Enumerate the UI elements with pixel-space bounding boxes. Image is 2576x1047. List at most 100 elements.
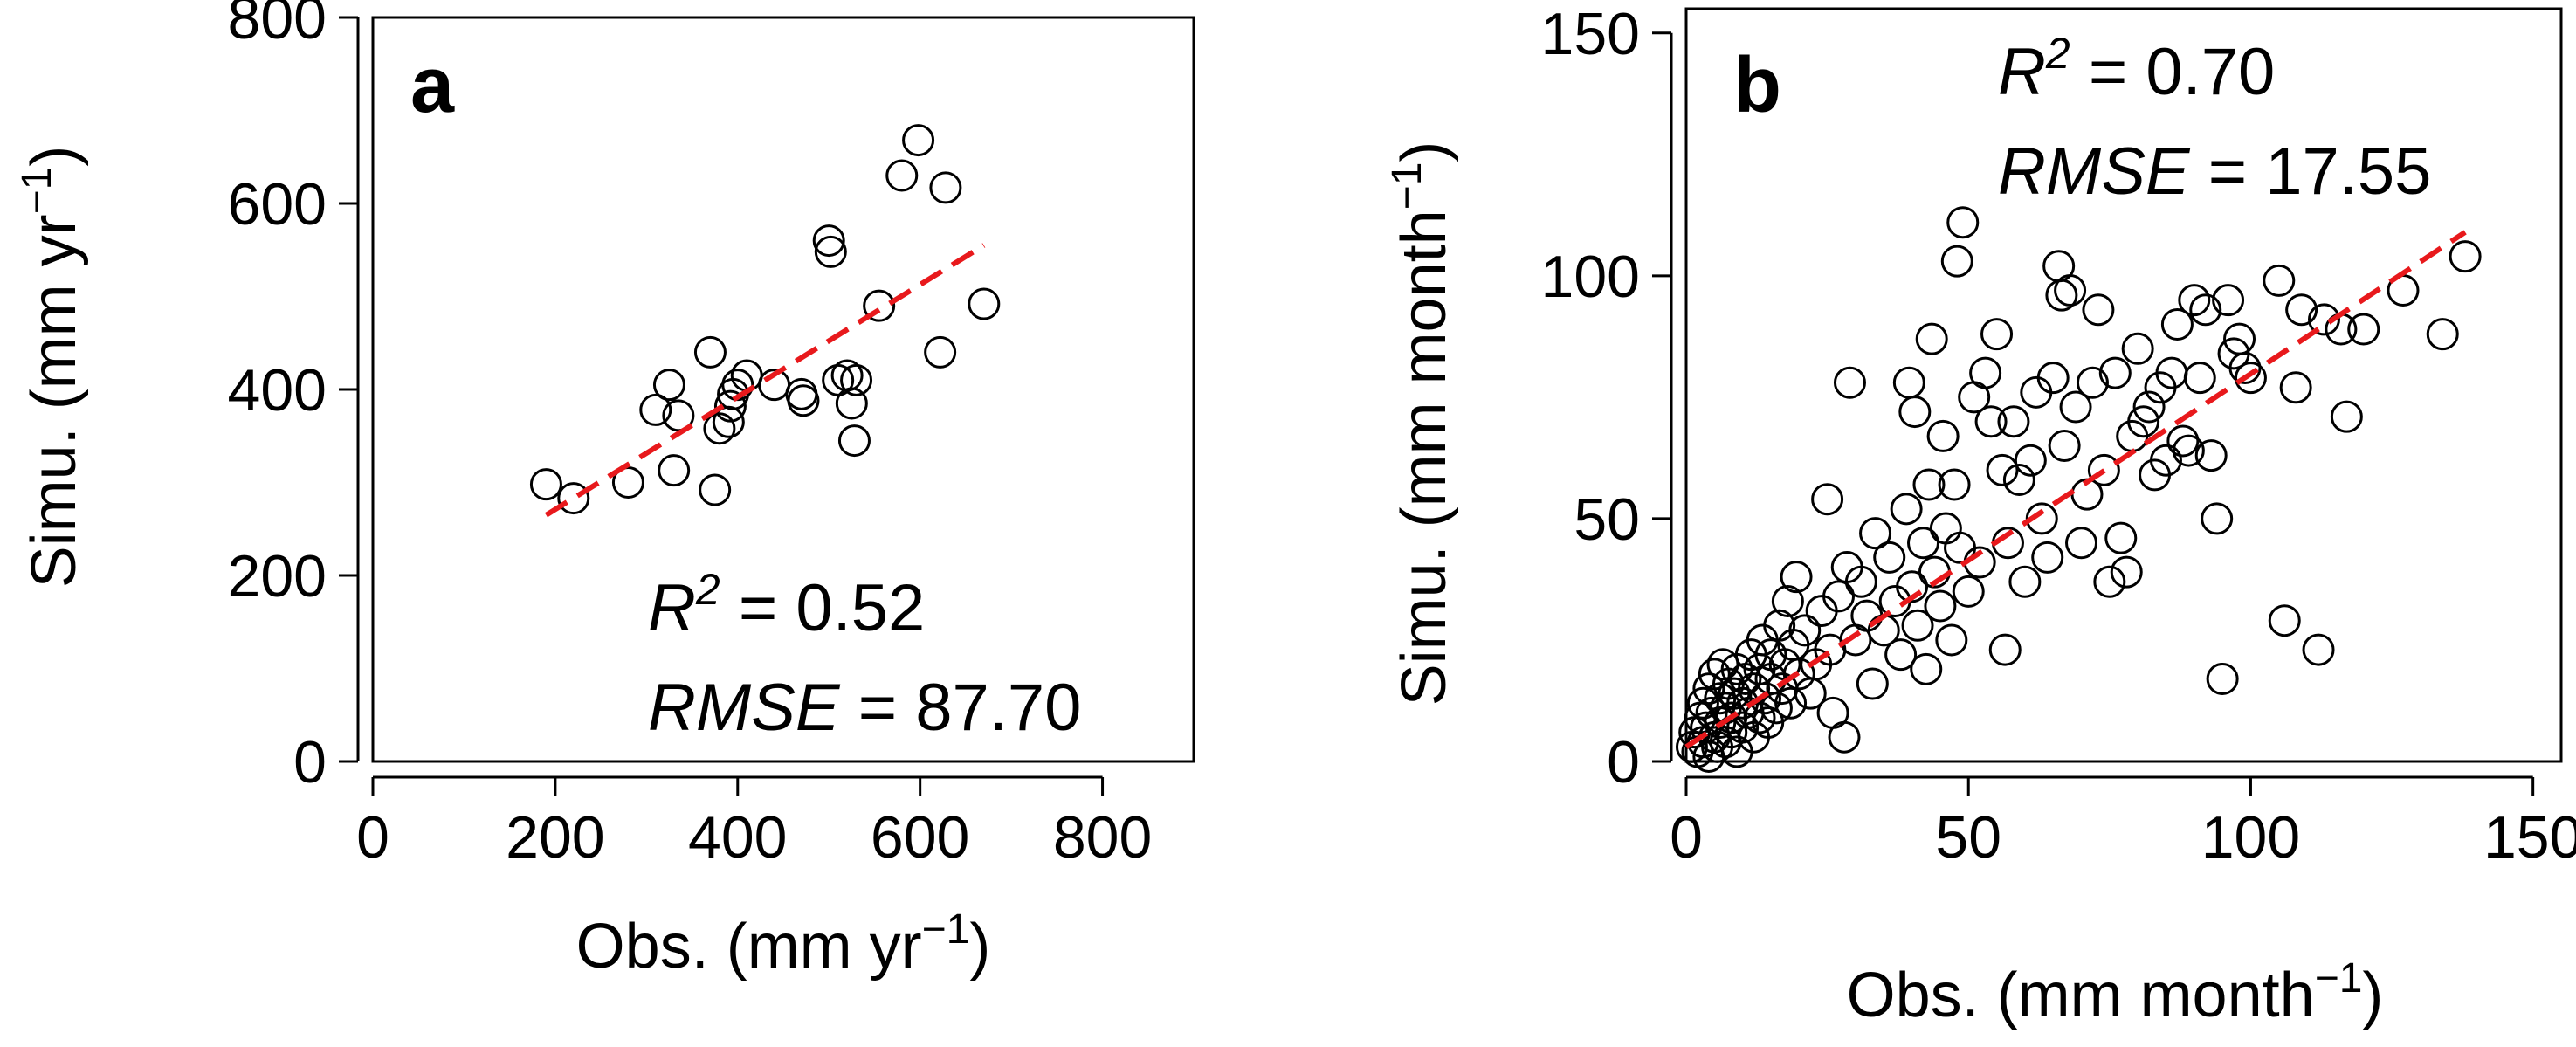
panel-b-points: [1675, 206, 2482, 773]
panel-b-data-point: [2098, 356, 2132, 389]
panel-a-data-point: [840, 363, 873, 396]
panel-b-data-point: [1926, 419, 1960, 452]
panel-b-data-point: [2031, 541, 2064, 574]
panel-a-x-tick-label: 200: [506, 804, 604, 871]
panel-b-data-point: [2082, 293, 2115, 327]
panel-b-data-point: [2127, 405, 2160, 438]
panel-b-data-point: [1726, 711, 1760, 744]
panel-b-data-point: [1935, 623, 1968, 657]
panel-b-data-point: [2059, 390, 2092, 424]
panel-b-data-point: [2263, 264, 2296, 297]
panel-b-x-tick-label: 50: [1935, 804, 2001, 871]
panel-a-data-point: [662, 399, 695, 432]
panel-a-y-tick-label: 0: [293, 729, 327, 796]
panel-b-data-point: [2065, 527, 2098, 560]
panel-a-letter: a: [410, 42, 455, 129]
panel-b-data-point: [2160, 307, 2194, 341]
panel-a-data-point: [699, 473, 732, 506]
panel-b-ylabel-close: ): [1389, 141, 1459, 162]
panel-b-data-point: [1833, 366, 1866, 399]
panel-a-y-axis: 0 200 400 600 800: [228, 0, 360, 796]
panel-a-y-tick-label: 400: [228, 357, 327, 424]
panel-b-data-point: [1898, 396, 1932, 429]
panel-b-y-tick-label: 50: [1574, 486, 1640, 553]
panel-b-data-point: [1884, 638, 1918, 672]
panel-b-data-point: [2104, 521, 2138, 554]
panel-a-data-point: [557, 482, 590, 515]
panel-b-data-point: [1749, 682, 1782, 715]
panel-b-data-point: [2234, 362, 2267, 395]
panel-b-data-point: [2347, 313, 2380, 346]
panel-b-xlabel: Obs. (mm month: [1847, 961, 2315, 1030]
panel-b-data-point: [1910, 652, 1943, 685]
panel-b-data-point: [2330, 400, 2363, 433]
panel-b-y-tick-label: 100: [1541, 244, 1640, 310]
panel-b-data-point: [1844, 565, 1877, 598]
panel-a-y-axis-title: Simu. (mm yr−1): [14, 146, 89, 589]
panel-a-r2-value: = 0.52: [720, 571, 926, 645]
panel-b-data-point: [1912, 468, 1946, 501]
panel-a-data-point: [713, 389, 747, 423]
panel-b-data-point: [2178, 284, 2211, 317]
panel-a-fit-line: [544, 243, 986, 518]
panel-b-data-point: [1706, 648, 1739, 681]
panel-a-rmse-stat: RMSE = 87.70: [648, 671, 1081, 745]
panel-a-data-point: [863, 289, 896, 322]
panel-b-data-point: [2212, 284, 2245, 317]
panel-b-data-point: [1811, 483, 1844, 516]
panel-a-data-point: [835, 387, 868, 420]
panel-b-data-point: [1892, 366, 1925, 399]
panel-b-data-point: [1774, 686, 1808, 720]
panel-b-data-point: [1969, 356, 2002, 389]
panel-a-data-point: [885, 159, 919, 192]
panel-a-plot-frame: [371, 16, 1195, 763]
panel-a-r2-stat: R2 = 0.52: [648, 565, 925, 645]
panel-b-data-point: [1980, 318, 2014, 351]
panel-b-data-point: [2076, 366, 2109, 399]
panel-a-ylabel-sup: −1: [14, 167, 60, 215]
panel-b-data-point: [2268, 604, 2301, 637]
panel-b-data-point: [1692, 672, 1725, 706]
panel-b-data-point: [2194, 439, 2228, 472]
panel-b-y-tick-label: 150: [1541, 1, 1640, 67]
panel-b-data-point: [2087, 453, 2120, 486]
panel-a-ylabel-close: ): [19, 146, 89, 167]
panel-b-data-point: [1828, 720, 1861, 754]
panel-b-data-point: [2166, 424, 2200, 458]
panel-b-data-point: [1896, 570, 1929, 603]
panel-b-data-point: [1907, 527, 1940, 560]
panel-b-data-point: [2110, 555, 2143, 589]
panel-b-xlabel-close: ): [2362, 961, 2383, 1030]
panel-a-data-point: [652, 369, 685, 402]
panel-b-data-point: [1986, 453, 2019, 486]
panel-b-x-axis: 0 50 100 150: [1670, 775, 2576, 871]
panel-b-data-point: [1686, 686, 1719, 720]
panel-a-data-point: [902, 124, 935, 157]
panel-b-data-point: [1771, 584, 1804, 617]
panel-b-rmse-value: = 17.55: [2190, 134, 2432, 209]
panel-b-data-point: [1901, 609, 1934, 642]
panel-b-data-point: [2014, 444, 2047, 477]
panel-b-data-point: [2045, 279, 2078, 312]
panel-a-points: [529, 124, 1001, 515]
panel-a-xlabel: Obs. (mm yr: [576, 912, 922, 982]
panel-a-ylabel: Simu. (mm yr: [19, 214, 89, 588]
panel-b-data-point: [2054, 274, 2087, 307]
panel-b-data-point: [2279, 371, 2312, 404]
panel-a-data-point: [814, 235, 847, 268]
panel-b-data-point: [2307, 303, 2340, 336]
panel-a-y-tick-label: 200: [228, 543, 327, 610]
panel-b-xlabel-sup: −1: [2315, 955, 2363, 1002]
panel-a-xlabel-sup: −1: [922, 906, 970, 953]
panel-b-data-point: [2132, 390, 2166, 424]
panel-a-data-point: [658, 454, 691, 487]
panel-b-data-point: [2201, 502, 2234, 535]
panel-a-data-point: [529, 468, 562, 501]
panel-b-data-point: [2206, 662, 2239, 695]
panel-b-data-point: [2172, 434, 2205, 467]
panel-b-data-point: [1929, 512, 1962, 545]
panel-a-x-axis-title: Obs. (mm yr−1): [576, 906, 991, 982]
panel-b-data-point: [2285, 293, 2318, 327]
